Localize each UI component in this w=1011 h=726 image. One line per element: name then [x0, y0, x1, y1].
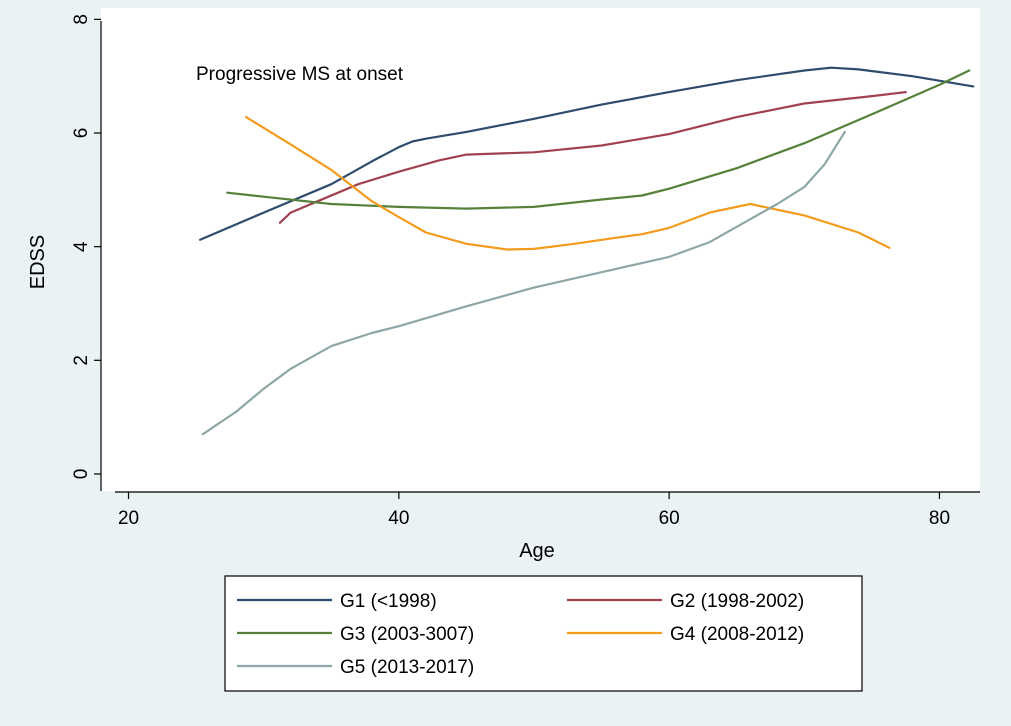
legend-item-g1: G1 (<1998) — [237, 591, 437, 612]
y-tick-label: 8 — [71, 14, 92, 25]
gridlines — [102, 18, 980, 362]
x-axis-ticks: 20 40 60 80 — [118, 492, 950, 529]
x-tick-label: 40 — [388, 508, 409, 529]
legend-label: G4 (2008-2012) — [670, 624, 804, 645]
legend-label: G3 (2003-3007) — [340, 624, 474, 645]
y-tick-label: 0 — [71, 469, 92, 480]
legend-item-g3: G3 (2003-3007) — [237, 624, 474, 645]
legend-items: G1 (<1998) G2 (1998-2002) G3 (2003-3007) G4… — [237, 591, 804, 678]
series-line-g3 — [226, 69, 971, 210]
y-tick-label: 4 — [71, 241, 92, 252]
y-tick-label: 2 — [71, 355, 92, 366]
plot-area — [101, 8, 980, 491]
series-lines — [199, 66, 975, 436]
x-tick-label: 60 — [659, 508, 680, 529]
x-tick-label: 20 — [118, 508, 139, 529]
legend: G1 (<1998) G2 (1998-2002) G3 (2003-3007) G4… — [224, 575, 863, 692]
chart-annotation: Progressive MS at onset — [196, 64, 404, 85]
legend-item-g2: G2 (1998-2002) — [567, 591, 804, 612]
series-line-g4 — [245, 115, 891, 251]
x-axis-title: Age — [519, 540, 555, 562]
legend-label: G5 (2013-2017) — [340, 657, 474, 678]
x-tick-label: 80 — [929, 508, 950, 529]
series-line-g5 — [201, 130, 846, 436]
y-tick-label: 6 — [71, 128, 92, 139]
legend-label: G2 (1998-2002) — [670, 591, 804, 612]
series-line-g2 — [278, 90, 907, 224]
legend-item-g5: G5 (2013-2017) — [237, 657, 474, 678]
y-axis-title: EDSS — [27, 235, 49, 289]
y-axis-ticks: 0 2 4 6 8 — [71, 14, 101, 479]
legend-item-g4: G4 (2008-2012) — [567, 624, 804, 645]
series-line-g1 — [199, 66, 975, 241]
legend-label: G1 (<1998) — [340, 591, 437, 612]
